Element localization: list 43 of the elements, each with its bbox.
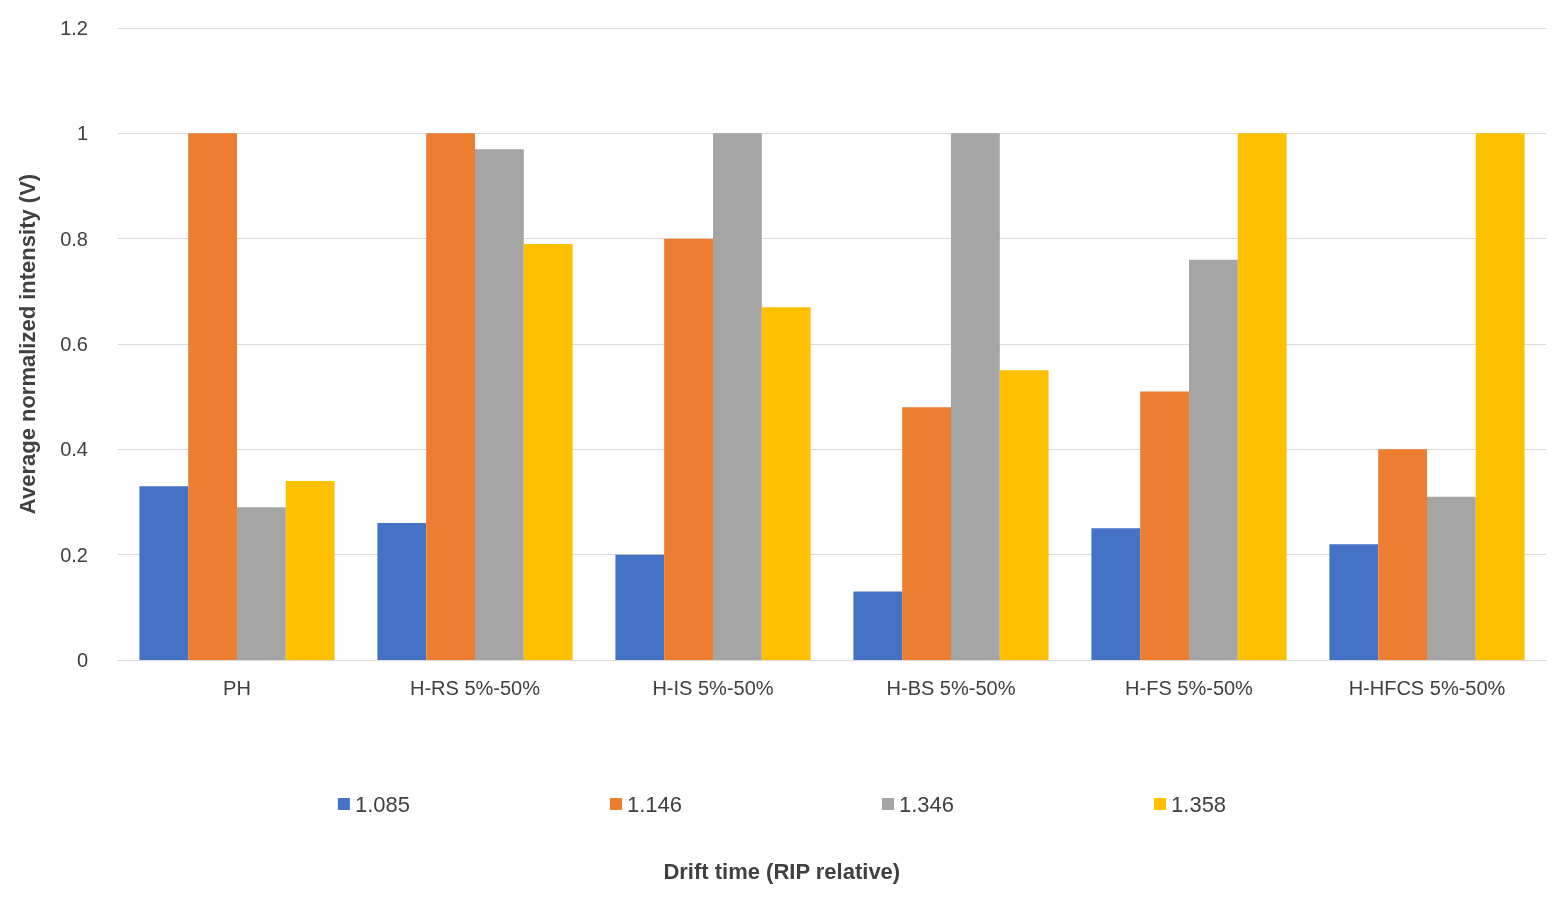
y-tick-label: 0.2 [60,543,88,566]
bar [951,133,1000,660]
bar [999,370,1049,660]
bar [1427,496,1476,660]
x-tick-label: H-HFCS 5%-50% [1348,677,1506,699]
bar [1329,544,1379,660]
bar [1378,449,1427,660]
legend-label: 1.146 [626,791,683,817]
bar [1091,528,1141,660]
bar [523,243,573,660]
y-tick-label: 0.4 [60,438,88,461]
y-tick-label: 1 [76,122,88,145]
x-tick-label: H-RS 5%-50% [409,677,541,699]
bar [237,507,286,660]
legend-label: 1.358 [1171,791,1227,817]
legend-label: 1.085 [354,791,410,817]
y-axis-title: Average normalized intensity (V) [14,173,40,515]
x-tick-label: H-FS 5%-50% [1125,677,1254,699]
bar [426,133,475,660]
bar [902,407,951,660]
x-tick-label: PH [223,677,251,699]
bar [377,523,427,660]
bar [1237,133,1287,660]
bar [761,307,811,660]
bar [1140,391,1189,660]
bar [1189,259,1238,660]
x-tick-label: H-IS 5%-50% [652,677,774,699]
bar [188,133,237,660]
y-tick-label: 0 [76,649,88,671]
y-tick-label: 1.2 [60,17,88,39]
bar [713,133,762,660]
bar [475,149,524,660]
bar [139,486,189,660]
y-tick-label: 0.8 [60,227,88,250]
bar [853,591,903,660]
y-tick-label: 0.6 [60,333,88,355]
bar [1475,133,1525,660]
bar [285,480,335,660]
legend-title: Drift time (RIP relative) [663,858,901,884]
bar [664,238,713,660]
legend-label: 1.346 [899,791,955,817]
bar [615,554,665,660]
x-tick-label: H-BS 5%-50% [886,677,1016,699]
